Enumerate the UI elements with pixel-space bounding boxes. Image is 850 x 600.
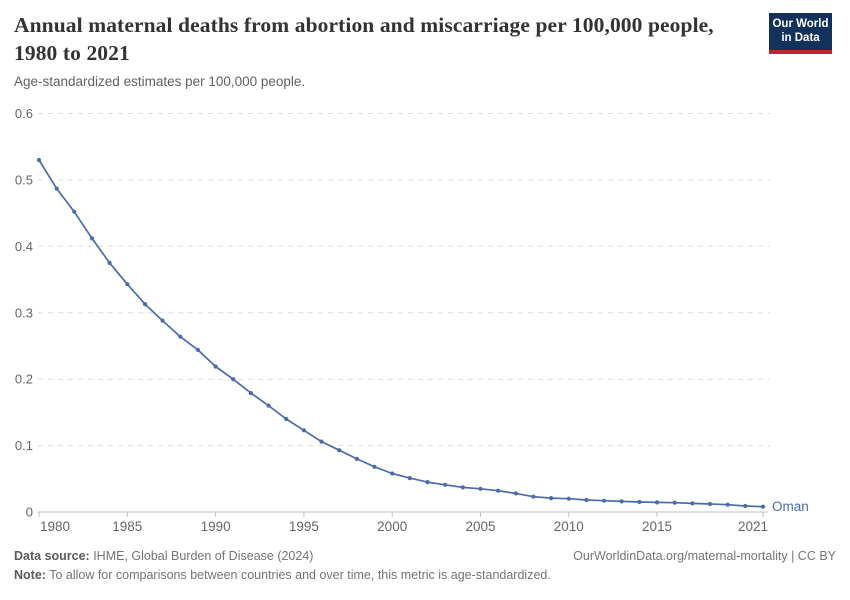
data-point[interactable] bbox=[690, 501, 695, 506]
data-source-label: Data source: bbox=[14, 549, 90, 563]
data-point[interactable] bbox=[72, 209, 77, 214]
data-point[interactable] bbox=[602, 498, 607, 503]
data-point[interactable] bbox=[654, 500, 660, 505]
data-point[interactable] bbox=[354, 456, 359, 461]
y-tick-label: 0 bbox=[26, 505, 33, 520]
data-point[interactable] bbox=[107, 260, 112, 265]
y-tick-label: 0.4 bbox=[15, 239, 33, 254]
data-point[interactable] bbox=[478, 486, 483, 491]
y-tick-label: 0.1 bbox=[15, 438, 33, 453]
data-point[interactable] bbox=[213, 364, 218, 369]
data-point[interactable] bbox=[337, 448, 342, 453]
x-tick-label: 1995 bbox=[289, 519, 319, 534]
x-tick-label: 2015 bbox=[642, 519, 672, 534]
data-point[interactable] bbox=[142, 302, 148, 307]
owid-url-link[interactable]: OurWorldinData.org/maternal-mortality | … bbox=[573, 549, 836, 563]
data-point[interactable] bbox=[372, 464, 377, 469]
data-point[interactable] bbox=[637, 499, 642, 505]
x-tick-label: 1990 bbox=[201, 519, 231, 534]
data-point[interactable] bbox=[619, 499, 624, 504]
chart-title: Annual maternal deaths from abortion and… bbox=[14, 13, 714, 65]
data-point[interactable] bbox=[178, 334, 183, 339]
data-point[interactable] bbox=[584, 497, 589, 503]
note-label: Note: bbox=[14, 567, 46, 582]
y-tick-label: 0.6 bbox=[15, 106, 33, 121]
data-point[interactable] bbox=[36, 157, 42, 163]
y-tick-label: 0.2 bbox=[15, 372, 33, 387]
x-tick-label: 2005 bbox=[465, 519, 495, 534]
data-point[interactable] bbox=[89, 236, 95, 241]
note-value: To allow for comparisons between countri… bbox=[45, 567, 551, 582]
chart-subtitle: Age-standardized estimates per 100,000 p… bbox=[14, 74, 306, 89]
data-point[interactable] bbox=[301, 428, 306, 433]
data-point[interactable] bbox=[513, 491, 518, 496]
chart-footer: Data source: IHME, Global Burden of Dise… bbox=[14, 547, 836, 584]
data-point[interactable] bbox=[266, 403, 271, 408]
data-point[interactable] bbox=[760, 504, 766, 509]
data-point[interactable] bbox=[566, 496, 571, 501]
owid-logo-line2: in Data bbox=[781, 31, 820, 44]
x-tick-label: 2010 bbox=[554, 519, 584, 534]
data-point[interactable] bbox=[743, 503, 748, 509]
owid-logo-line1: Our World bbox=[772, 18, 829, 30]
data-point[interactable] bbox=[707, 501, 713, 507]
data-point[interactable] bbox=[531, 494, 536, 499]
data-point[interactable] bbox=[160, 318, 165, 323]
owid-logo[interactable]: Our World in Data bbox=[769, 13, 832, 54]
data-source-value: IHME, Global Burden of Disease (2024) bbox=[89, 549, 314, 563]
data-point[interactable] bbox=[231, 377, 236, 382]
data-point[interactable] bbox=[284, 416, 289, 422]
data-point[interactable] bbox=[319, 439, 324, 444]
trend-line[interactable] bbox=[38, 159, 764, 508]
x-tick-label: 2000 bbox=[377, 519, 407, 534]
data-point[interactable] bbox=[195, 347, 200, 352]
data-point[interactable] bbox=[125, 282, 130, 287]
note-text: Note: To allow for comparisons between c… bbox=[14, 568, 551, 582]
data-point[interactable] bbox=[425, 480, 430, 485]
x-tick-label: 1980 bbox=[40, 519, 70, 534]
data-point[interactable] bbox=[725, 502, 730, 507]
y-tick-label: 0.3 bbox=[15, 305, 33, 320]
data-point[interactable] bbox=[390, 471, 395, 476]
data-point[interactable] bbox=[54, 186, 59, 191]
y-tick-label: 0.5 bbox=[15, 172, 33, 187]
data-point[interactable] bbox=[672, 500, 677, 505]
x-tick-label: 2021 bbox=[738, 519, 768, 534]
data-point[interactable] bbox=[407, 476, 412, 481]
data-source-text: Data source: IHME, Global Burden of Dise… bbox=[14, 547, 313, 566]
data-point[interactable] bbox=[248, 391, 253, 396]
data-point[interactable] bbox=[496, 488, 501, 493]
series-label-oman[interactable]: Oman bbox=[772, 499, 809, 514]
data-point[interactable] bbox=[443, 482, 448, 487]
data-point[interactable] bbox=[549, 496, 554, 501]
x-tick-label: 1985 bbox=[112, 519, 142, 534]
data-point[interactable] bbox=[460, 485, 465, 490]
